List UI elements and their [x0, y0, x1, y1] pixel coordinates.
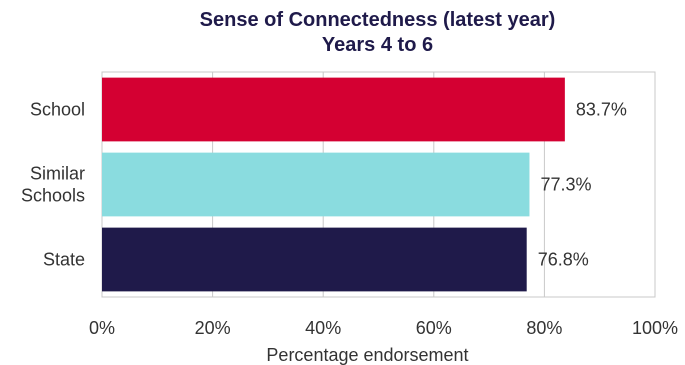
y-tick-label: State: [43, 250, 85, 270]
bar: [102, 152, 530, 217]
x-axis-label: Percentage endorsement: [266, 345, 468, 365]
x-tick-label: 60%: [416, 318, 452, 338]
x-tick-label: 100%: [632, 318, 678, 338]
data-label: 77.3%: [540, 175, 591, 195]
y-tick-label: School: [30, 100, 85, 120]
x-tick-label: 40%: [305, 318, 341, 338]
x-tick-label: 80%: [526, 318, 562, 338]
chart-subtitle: Years 4 to 6: [321, 34, 434, 56]
bar: [102, 227, 527, 292]
y-tick-label: Similar Schools: [21, 164, 85, 206]
data-label: 76.8%: [538, 250, 589, 270]
x-tick-label: 0%: [89, 318, 115, 338]
chart-title: Sense of Connectedness (latest year): [199, 9, 556, 31]
data-label: 83.7%: [576, 100, 627, 120]
bar: [102, 77, 565, 142]
x-tick-label: 20%: [195, 318, 231, 338]
